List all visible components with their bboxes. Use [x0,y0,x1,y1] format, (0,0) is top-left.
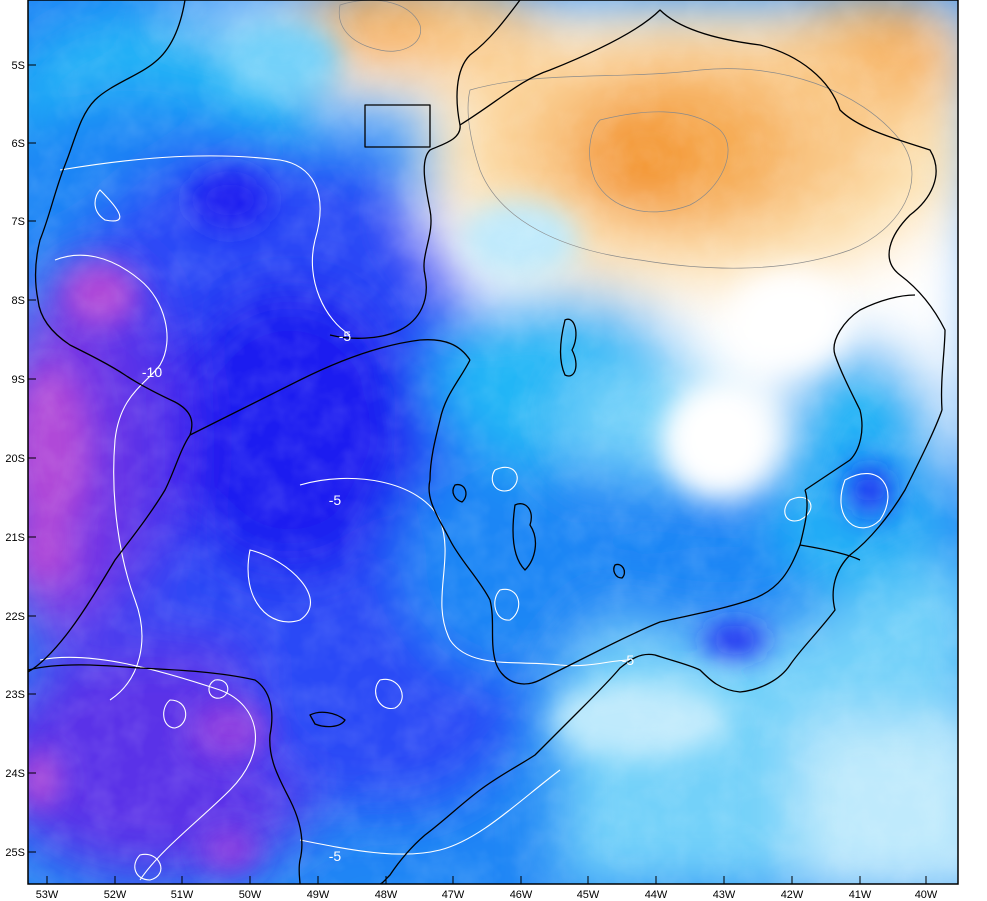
lon-label: 53W [36,889,59,901]
contour-label-layer: -5 -10 -5 -5 -5 [142,328,635,864]
contour-small-5 [494,588,520,621]
boundary-lines [28,0,946,884]
coastline [379,409,943,884]
latitude-axis: 5S 6S 7S 8S 9S 20S 21S 22S 23S 24S 25S [5,60,36,859]
contour-minus10 [54,254,168,701]
lon-label: 52W [104,889,127,901]
contour-label: -5 [622,652,635,668]
contour-label: -5 [329,492,342,508]
lon-label: 42W [781,889,804,901]
contour-minus5-north [59,155,351,336]
contour-small-2 [375,678,403,709]
contour-minus5-east2 [840,473,889,529]
lake-feature-2 [452,483,467,503]
lon-label: 40W [915,889,938,901]
lat-label: 7S [12,216,25,228]
contour-label: -10 [142,364,162,380]
contour-minus5-ring [94,189,121,222]
lon-label: 43W [713,889,736,901]
lon-label: 49W [307,889,330,901]
lat-label: 23S [5,689,25,701]
lon-label: 47W [442,889,465,901]
grey-contours [338,0,913,269]
contour-minus5-loop [247,549,312,623]
border-bahia-mg [459,9,946,411]
lon-label: 46W [510,889,533,901]
lon-label: 41W [849,889,872,901]
lat-label: 25S [5,847,25,859]
river-feature-1 [309,711,346,728]
contour-small-6 [134,853,162,881]
field-texture [28,0,958,884]
lat-label: 8S [12,295,25,307]
grey-contour-north [338,0,421,52]
lon-label: 50W [239,889,262,901]
lon-label: 51W [171,889,194,901]
border-mg-es [804,294,916,491]
lat-label: 9S [12,374,25,386]
border-df [364,104,431,148]
contour-minus5-south [299,769,561,855]
lake-feature-3 [613,563,626,579]
lon-label: 44W [645,889,668,901]
contour-small-1 [491,466,518,492]
contour-small-3 [208,679,229,699]
grey-contour-orange-inner [589,111,729,213]
border-goias-mt [34,0,193,436]
lat-label: 24S [5,768,25,780]
reservoir-feature [512,503,537,571]
border-goias-mg [189,339,471,436]
lat-label: 20S [5,453,25,465]
plot-frame [27,0,959,885]
contour-small-4 [163,699,187,729]
contour-label: -5 [339,328,352,344]
lat-label: 21S [5,532,25,544]
contour-minus10-south [39,656,256,881]
lat-label: 22S [5,611,25,623]
contour-minus5-east [784,496,812,522]
border-ms-1 [28,434,191,673]
lon-label: 45W [577,889,600,901]
contour-label: -5 [329,848,342,864]
lat-label: 6S [12,138,25,150]
border-sp-mg [428,359,808,685]
lake-feature [559,318,577,377]
border-es-rj [799,544,861,561]
grey-contour-orange [467,68,913,269]
longitude-axis: 53W 52W 51W 50W 49W 48W 47W 46W 45W 44W 43W 42W 41W 4… [36,876,938,901]
border-bahia-goias [329,0,521,339]
border-parana [28,664,303,884]
contour-lines [39,155,889,881]
lon-label: 48W [375,889,398,901]
lat-label: 5S [12,60,25,72]
